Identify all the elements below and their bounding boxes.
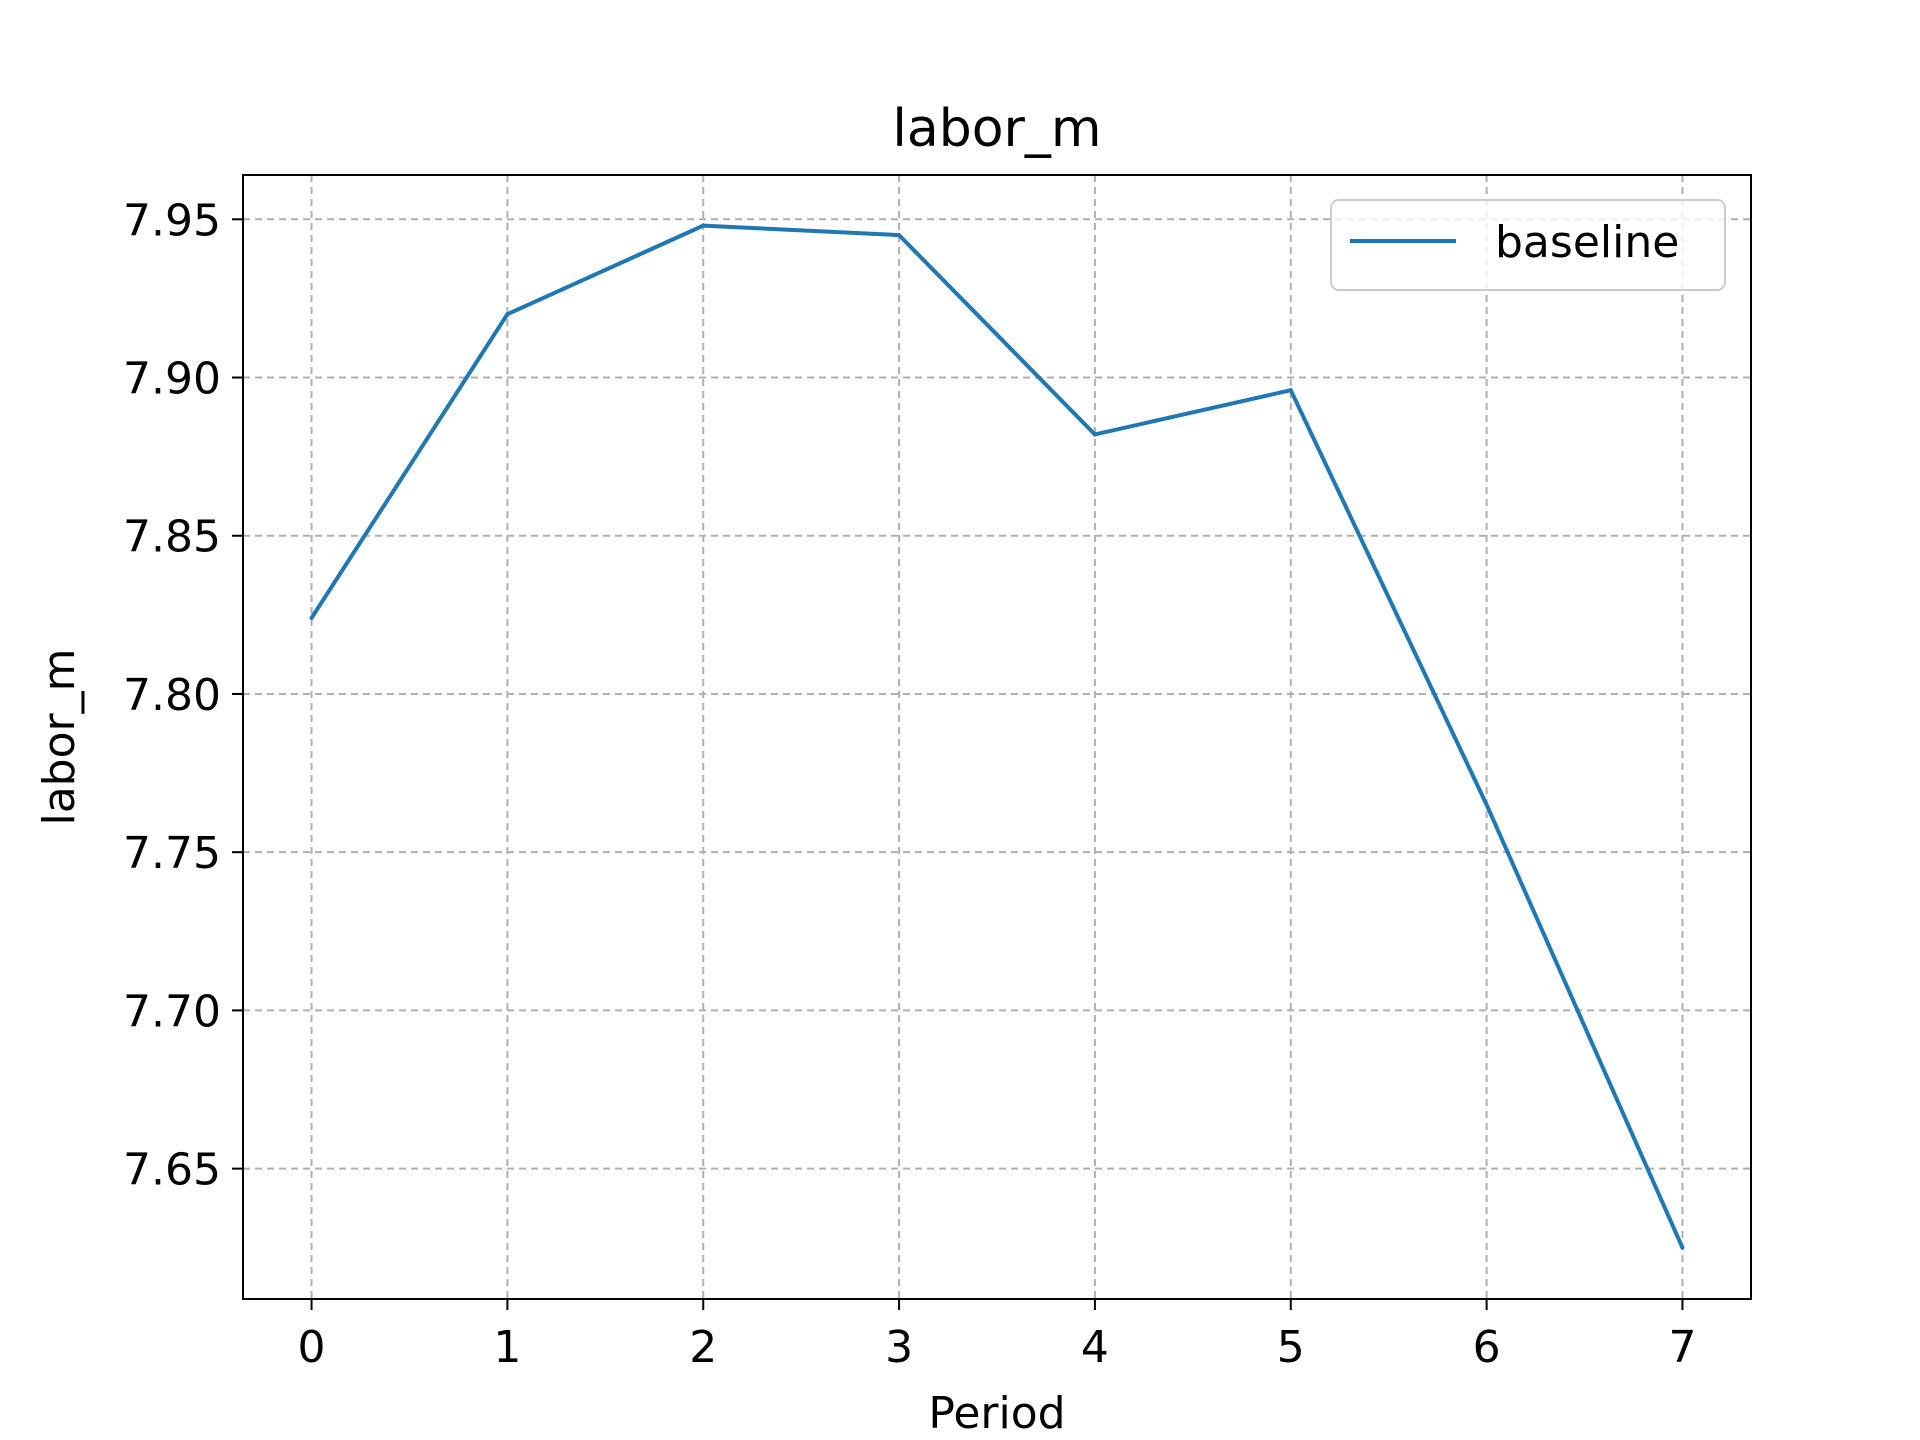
y-tick-label: 7.90 [123,354,221,405]
data-point [701,223,706,228]
x-tick-label: 7 [1668,1322,1696,1373]
x-tick-label: 5 [1277,1322,1305,1373]
x-tick-label: 3 [885,1322,913,1373]
x-axis-ticks: 0 1 2 3 4 5 6 7 [298,1299,1696,1373]
x-tick-label: 2 [689,1322,717,1373]
y-tick-label: 7.75 [123,828,221,879]
series-layer [309,223,1685,1250]
y-tick-label: 7.70 [123,986,221,1037]
y-axis-label: labor_m [34,649,85,826]
data-point [1092,432,1097,437]
legend-label-baseline: baseline [1495,217,1679,268]
y-axis-ticks: 7.65 7.70 7.75 7.80 7.85 7.90 7.95 [123,195,243,1196]
chart-title: labor_m [892,99,1101,159]
x-axis-label: Period [928,1388,1065,1439]
data-point [309,616,314,621]
y-tick-label: 7.85 [123,512,221,563]
data-point [1288,388,1293,393]
x-tick-label: 6 [1473,1322,1501,1373]
y-tick-label: 7.65 [123,1145,221,1196]
y-tick-label: 7.80 [123,670,221,721]
y-tick-label: 7.95 [123,195,221,246]
x-tick-label: 0 [298,1322,326,1373]
series-line-baseline [309,223,1685,1249]
data-point [505,312,510,317]
data-point [1484,802,1489,807]
data-point [1680,1245,1685,1250]
grid [243,175,1751,1299]
data-point [897,233,902,238]
legend-box [1330,199,1726,291]
x-tick-label: 4 [1081,1322,1109,1373]
plot-frame [242,174,1752,1300]
x-tick-label: 1 [493,1322,521,1373]
legend: baseline [1330,199,1726,291]
